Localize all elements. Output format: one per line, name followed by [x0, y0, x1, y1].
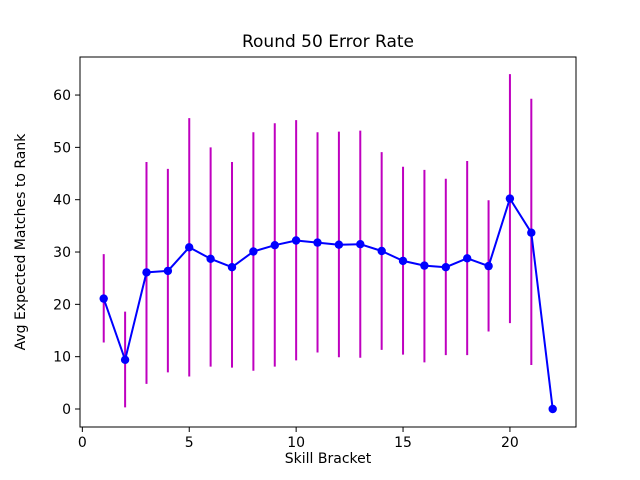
- data-point: [527, 228, 536, 237]
- data-point: [227, 263, 237, 272]
- data-point: [356, 240, 365, 249]
- y-tick-label: 50: [53, 140, 71, 156]
- y-tick-label: 30: [53, 245, 71, 261]
- plot-frame: [79, 56, 577, 428]
- axes-frame: [79, 56, 577, 428]
- data-point: [548, 404, 557, 414]
- x-tick-label: 15: [394, 435, 412, 451]
- data-point: [270, 241, 279, 250]
- data-point: [505, 194, 515, 203]
- x-tick-label: 5: [185, 435, 194, 451]
- x-tick-label: 0: [78, 435, 87, 451]
- data-point: [120, 355, 130, 364]
- data-point: [163, 266, 173, 276]
- data-point: [313, 238, 322, 247]
- chart-title: Round 50 Error Rate: [242, 32, 414, 52]
- data-point: [99, 294, 108, 303]
- data-point: [185, 243, 194, 252]
- x-axis-label: Skill Bracket: [285, 451, 372, 467]
- y-tick-label: 20: [53, 297, 71, 313]
- y-tick-label: 60: [53, 88, 71, 104]
- y-tick-label: 10: [53, 350, 71, 366]
- data-points: [99, 194, 557, 414]
- data-point: [398, 256, 408, 266]
- data-line: [102, 197, 554, 410]
- data-point: [249, 247, 258, 256]
- x-tick-label: 10: [287, 435, 305, 451]
- data-point: [463, 254, 472, 263]
- data-point: [291, 236, 301, 245]
- y-tick-label: 0: [62, 402, 71, 418]
- axis-ticks: 0 5 10 15 20 0 10 20 30 40 50 60: [53, 88, 519, 451]
- data-point: [420, 261, 429, 270]
- data-point: [334, 240, 344, 249]
- y-tick-label: 40: [53, 193, 71, 209]
- data-point: [142, 268, 151, 277]
- y-axis-label: Avg Expected Matches to Rank: [13, 133, 29, 351]
- data-point: [484, 261, 493, 271]
- data-point: [441, 263, 450, 272]
- data-point: [206, 254, 215, 263]
- x-tick-label: 20: [501, 435, 519, 451]
- series-line: [102, 197, 554, 410]
- data-point: [377, 246, 386, 256]
